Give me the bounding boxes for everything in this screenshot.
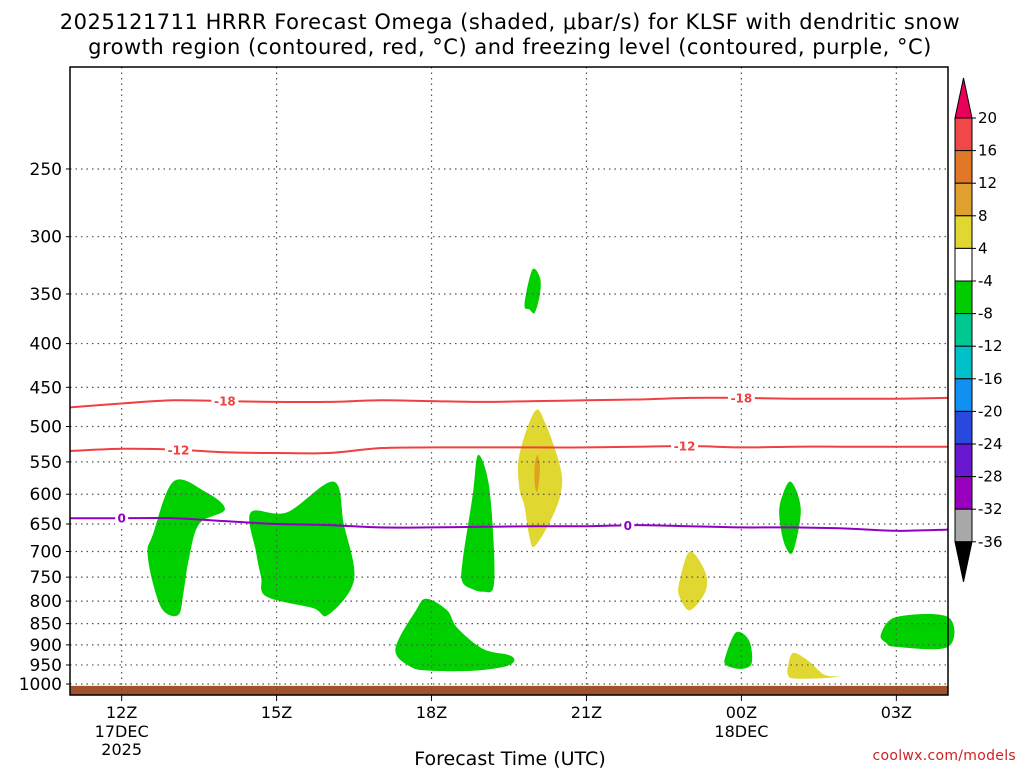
omega-region-11 xyxy=(787,652,840,679)
colorbar-label--4: -4 xyxy=(978,272,993,290)
colorbar-segment-12 xyxy=(954,476,973,510)
omega-region-1 xyxy=(147,479,225,617)
colorbar-top-arrow xyxy=(954,77,973,119)
colorbar-label-4: 4 xyxy=(978,239,988,257)
axis-ticks: 2503003504004505005506006507007508008509… xyxy=(19,160,912,759)
contour-label-bg-dendritic_top-0 xyxy=(211,394,239,409)
colorbar-label--32: -32 xyxy=(978,500,1003,518)
contour-label-dendritic_bottom-0: -12 xyxy=(168,443,190,457)
colorbar-segment-3 xyxy=(954,182,973,217)
y-tick-label-450: 450 xyxy=(30,378,62,398)
colorbar-label--24: -24 xyxy=(978,435,1003,453)
omega-region-3 xyxy=(395,598,515,672)
contour-label-freezing_level-0: 0 xyxy=(117,512,125,526)
colorbar-segment-2 xyxy=(954,150,973,184)
contour-dendritic_top xyxy=(69,396,949,409)
omega-region-8 xyxy=(880,613,955,650)
colorbar-segment-1 xyxy=(954,117,973,152)
contour-label-bg-dendritic_top-1 xyxy=(727,390,755,405)
colorbar-label-20: 20 xyxy=(978,109,997,127)
y-tick-label-650: 650 xyxy=(30,515,62,535)
x-tick-date-12Z: 17DEC xyxy=(95,722,149,741)
colorbar-label--12: -12 xyxy=(978,337,1003,355)
omega-region-2 xyxy=(249,481,355,617)
x-axis-label: Forecast Time (UTC) xyxy=(414,748,605,768)
contour-label-bg-dendritic_bottom-1 xyxy=(671,439,699,454)
omega-region-7 xyxy=(779,481,801,554)
x-tick-label-00Z: 00Z xyxy=(726,703,757,722)
y-tick-label-950: 950 xyxy=(30,656,62,676)
credit-text: coolwx.com/models xyxy=(872,748,1016,764)
colorbar-segment-6 xyxy=(954,280,973,315)
colorbar-segment-9 xyxy=(954,378,973,412)
y-tick-label-250: 250 xyxy=(30,160,62,180)
omega-region-10 xyxy=(678,551,708,611)
colorbar-bottom-arrow xyxy=(954,541,973,582)
colorbar-segment-8 xyxy=(954,345,973,380)
x-tick-label-12Z: 12Z xyxy=(106,703,137,722)
colorbar-label--36: -36 xyxy=(978,533,1003,551)
y-tick-label-600: 600 xyxy=(30,485,62,505)
chart-title-line1: 2025121711 HRRR Forecast Omega (shaded, … xyxy=(60,10,960,34)
y-tick-label-500: 500 xyxy=(30,417,62,437)
contour-label-bg-freezing_level-1 xyxy=(621,518,635,533)
x-tick-label-03Z: 03Z xyxy=(881,703,912,722)
y-tick-label-350: 350 xyxy=(30,285,62,305)
contour-label-bg-dendritic_bottom-0 xyxy=(164,442,192,457)
y-tick-label-800: 800 xyxy=(30,592,62,612)
omega-region-12 xyxy=(534,455,540,492)
omega-region-5 xyxy=(524,268,541,314)
contour-label-bg-freezing_level-0 xyxy=(115,511,129,526)
contour-label-dendritic_bottom-1: -12 xyxy=(674,440,696,454)
colorbar-label--28: -28 xyxy=(978,468,1003,486)
y-tick-label-700: 700 xyxy=(30,543,62,563)
y-tick-label-400: 400 xyxy=(30,335,62,355)
omega-region-6 xyxy=(724,631,753,669)
contour-lines: -18 -18 -12 -12 0 0 xyxy=(69,390,949,533)
colorbar-label-8: 8 xyxy=(978,207,988,225)
ground-fill xyxy=(70,685,948,695)
y-tick-label-850: 850 xyxy=(30,615,62,635)
colorbar-label--16: -16 xyxy=(978,370,1003,388)
x-tick-label-21Z: 21Z xyxy=(571,703,602,722)
colorbar-segment-5 xyxy=(954,247,973,282)
y-tick-label-300: 300 xyxy=(30,228,62,248)
y-tick-label-550: 550 xyxy=(30,453,62,473)
contour-label-dendritic_top-1: -18 xyxy=(731,391,753,405)
x-tick-date-00Z: 18DEC xyxy=(714,722,768,741)
contour-freezing_level xyxy=(69,516,949,532)
colorbar-segment-10 xyxy=(954,410,973,445)
contour-label-dendritic_top-0: -18 xyxy=(214,395,236,409)
contour-dendritic_bottom xyxy=(69,444,948,455)
colorbar-segment-13 xyxy=(954,508,973,543)
omega-region-9 xyxy=(517,409,563,548)
grid-lines xyxy=(70,67,948,695)
y-tick-label-900: 900 xyxy=(30,636,62,656)
x-tick-year-12Z: 2025 xyxy=(101,740,142,759)
omega-shaded-regions xyxy=(147,268,955,679)
colorbar-label-16: 16 xyxy=(978,142,997,160)
colorbar-label-12: 12 xyxy=(978,174,997,192)
colorbar: 20 16 12 8 4 -4 -8 -12 -16 -20 -24 -28 -32 -36 xyxy=(954,77,1003,582)
colorbar-segment-7 xyxy=(954,313,973,347)
y-tick-label-1000: 1000 xyxy=(19,675,62,695)
contour-label-freezing_level-1: 0 xyxy=(624,519,632,533)
y-tick-label-750: 750 xyxy=(30,568,62,588)
chart-title-line2: growth region (contoured, red, °C) and f… xyxy=(88,35,932,59)
ground-layer xyxy=(70,685,948,695)
x-tick-label-15Z: 15Z xyxy=(261,703,292,722)
colorbar-segment-4 xyxy=(954,215,973,249)
colorbar-label--20: -20 xyxy=(978,402,1003,420)
colorbar-label--8: -8 xyxy=(978,305,993,323)
plot-frame xyxy=(69,66,949,696)
x-tick-label-18Z: 18Z xyxy=(416,703,447,722)
colorbar-segment-11 xyxy=(954,443,973,478)
